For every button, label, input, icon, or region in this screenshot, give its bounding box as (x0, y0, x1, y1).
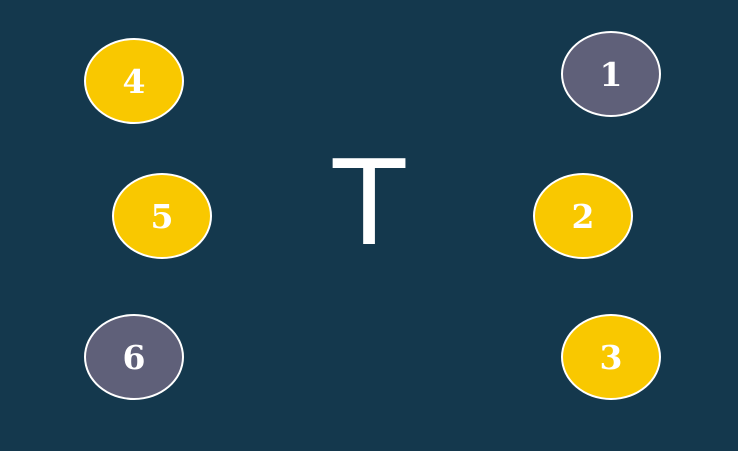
token-label: 5 (150, 196, 174, 236)
token-6[interactable]: 6 (84, 314, 184, 400)
token-2[interactable]: 2 (533, 173, 633, 259)
token-4[interactable]: 4 (84, 38, 184, 124)
token-label: 3 (599, 337, 623, 377)
token-3[interactable]: 3 (561, 314, 661, 400)
token-5[interactable]: 5 (112, 173, 212, 259)
token-1[interactable]: 1 (561, 31, 661, 117)
token-label: 2 (571, 196, 595, 236)
center-letter: T (332, 134, 406, 272)
token-label: 6 (122, 337, 146, 377)
token-label: 4 (122, 61, 146, 101)
token-label: 1 (599, 54, 623, 94)
